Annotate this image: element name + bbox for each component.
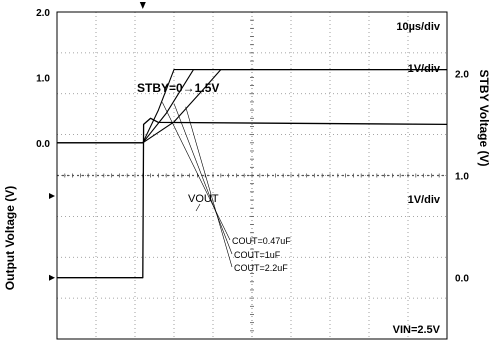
bottom-ytick-label: 0.0 [36,139,50,150]
top-ground-marker [49,274,55,281]
legend-entry: COUT=2.2uF [234,263,288,273]
tick-labels: 0.0 1.0 2.0 0.0 1.0 2.0 [36,8,469,285]
legend-leader [173,103,233,255]
frame-border [56,11,448,340]
timebase-label: 10µs/div [396,21,441,33]
trace-cout-2-2uf [57,69,447,144]
cout-legend: COUT=0.47uF COUT=1uF COUT=2.2uF [162,102,291,273]
top-traces [57,117,448,279]
legend-leader [185,106,233,268]
plot-frame [56,11,448,340]
bottom-ytick-label: 2.0 [36,8,50,19]
top-ytick-label: 2.0 [455,69,469,80]
legend-entry: COUT=1uF [234,250,281,260]
legend-leader [162,102,231,241]
bottom-traces [57,69,447,144]
vout-label: VOUT [188,193,219,205]
grid [56,11,448,340]
stby-annotation: STBY=0→1.5V [137,81,219,95]
top-ytick-label: 1.0 [455,172,469,183]
vin-condition: VIN=2.5V [393,324,441,336]
top-ytick-label: 0.0 [455,274,469,285]
bottom-ylabel: Output Voltage (V) [3,186,17,290]
bottom-ytick-label: 1.0 [36,73,50,84]
vout-leader [195,203,201,212]
channel-markers [49,2,146,281]
top-ylabel: STBY Voltage (V) [477,70,491,167]
top-scale-label: 1V/div [408,63,441,75]
bottom-scale-label: 1V/div [408,194,441,206]
trace-stby [57,117,448,279]
trigger-level-marker [49,192,55,199]
trigger-marker [139,2,146,9]
legend-entry: COUT=0.47uF [232,236,291,246]
